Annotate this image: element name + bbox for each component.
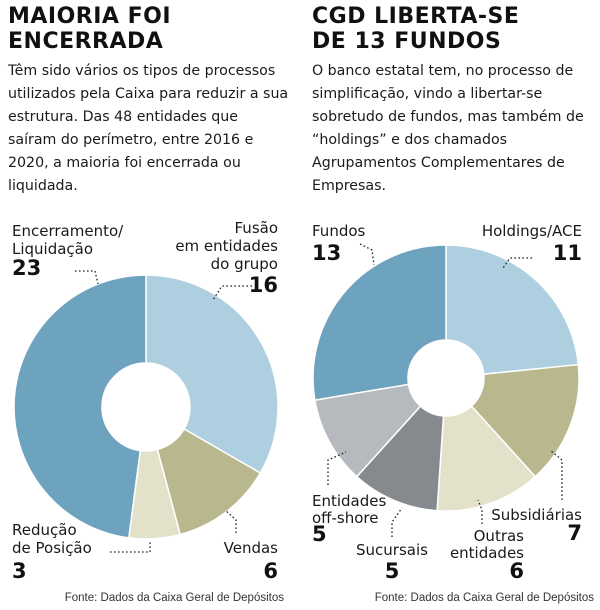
slice-sucursais: [355, 405, 445, 512]
slice-fus-o-em-entidades-do-grupo: [145, 274, 279, 475]
label-vendas: Vendas: [224, 539, 279, 557]
slice-fundos: [312, 244, 447, 401]
value-subsidi-rias: 7: [567, 521, 582, 545]
right-source: Fonte: Dados da Caixa Geral de Depósitos: [374, 592, 594, 604]
leader-line-encerramento-liquida-o: [75, 270, 99, 285]
leader-line-vendas: [224, 509, 237, 533]
leader-line-redu-o-de-posi-o: [110, 540, 151, 553]
value-holdings-ace: 11: [553, 241, 582, 265]
right-title-line2: DE 13 FUNDOS: [312, 29, 502, 54]
left-panel: MAIORIA FOI ENCERRADA Têm sido vários os…: [0, 0, 290, 610]
right-description: O banco estatal tem, no processo de simp…: [312, 63, 584, 194]
slice-encerramento-liquida-o: [13, 274, 147, 539]
left-title: MAIORIA FOI ENCERRADA: [8, 4, 293, 54]
label-holdings-ace: Holdings/ACE: [482, 222, 582, 240]
label-redu-o-de-posi-o: Redução de Posição: [12, 521, 92, 557]
value-redu-o-de-posi-o: 3: [12, 559, 27, 583]
left-title-line2: ENCERRADA: [8, 29, 164, 54]
label-fus-o-em-entidades-do-grupo: Fusão em entidades do grupo: [175, 219, 278, 273]
value-fundos: 13: [312, 241, 341, 265]
label-outras-entidades: Outras entidades: [450, 527, 524, 562]
value-outras-entidades: 6: [509, 559, 524, 583]
slice-outras-entidades: [436, 405, 537, 512]
value-sucursais: 5: [385, 559, 400, 583]
left-description: Têm sido vários os tipos de processos ut…: [8, 63, 289, 194]
value-encerramento-liquida-o: 23: [12, 256, 41, 280]
leader-line-entidades-off-shore: [327, 451, 347, 485]
left-source: Fonte: Dados da Caixa Geral de Depósitos: [64, 592, 284, 604]
value-entidades-off-shore: 5: [312, 522, 327, 546]
slice-subsidi-rias: [470, 363, 580, 478]
label-entidades-off-shore: Entidades off-shore: [312, 492, 386, 527]
label-encerramento-liquida-o: Encerramento/Liquidação: [12, 222, 124, 258]
leader-line-fundos: [359, 243, 375, 266]
slice-holdings-ace: [445, 244, 580, 376]
right-title-line1: CGD LIBERTA-SE: [312, 4, 520, 29]
label-subsidi-rias: Subsidiárias: [491, 506, 582, 524]
leader-line-fus-o-em-entidades-do-grupo: [212, 285, 252, 301]
label-fundos: Fundos: [312, 222, 366, 240]
value-vendas: 6: [263, 559, 278, 583]
right-title: CGD LIBERTA-SE DE 13 FUNDOS: [312, 4, 597, 54]
left-title-line1: MAIORIA FOI: [8, 4, 172, 29]
leader-line-outras-entidades: [477, 499, 483, 524]
right-panel: CGD LIBERTA-SE DE 13 FUNDOS O banco esta…: [310, 0, 600, 610]
leader-line-subsidi-rias: [549, 449, 563, 500]
value-fus-o-em-entidades-do-grupo: 16: [249, 273, 278, 297]
leader-line-sucursais: [391, 507, 403, 537]
slice-entidades-off-shore: [313, 383, 422, 478]
label-sucursais: Sucursais: [356, 541, 428, 559]
